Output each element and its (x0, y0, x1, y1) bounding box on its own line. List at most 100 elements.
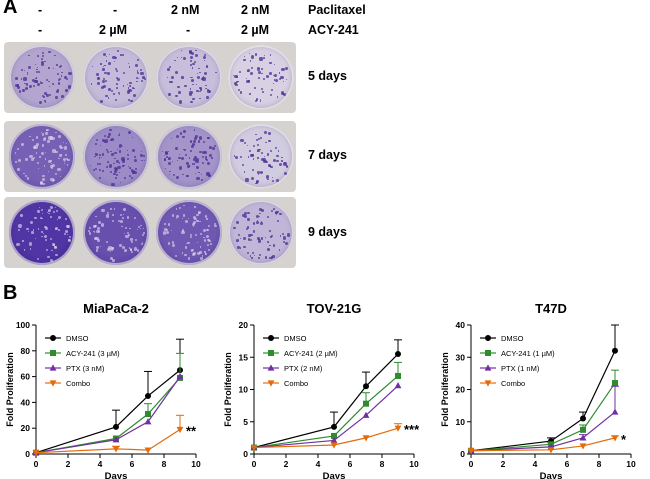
miapaca-2-chart: MiaPaCa-2 0 20 40 60 80 100 0 2 4 6 8 10 Days Fold Pro… (5, 301, 201, 479)
x-tick-label: 0 (252, 459, 257, 469)
significance-marker: *** (404, 422, 420, 437)
data-point (268, 350, 274, 356)
x-tick-label: 4 (98, 459, 103, 469)
x-tick-label: 6 (130, 459, 135, 469)
data-point (145, 392, 151, 399)
plate-row-7-days (4, 121, 296, 192)
day-label-7: 7 days (308, 148, 347, 162)
data-point (49, 364, 57, 371)
data-point (485, 350, 491, 356)
x-tick-label: 4 (533, 459, 538, 469)
acy-241-label: ACY-241 (308, 23, 359, 37)
data-point (484, 380, 492, 387)
x-tick-label: 8 (380, 459, 385, 469)
panel-a-letter: A (3, 0, 18, 18)
data-point (580, 415, 586, 422)
x-tick-label: 2 (284, 459, 289, 469)
x-tick-label: 4 (316, 459, 321, 469)
paclitaxel-cond-1: - (38, 3, 43, 17)
legend-label: Combo (284, 379, 308, 388)
y-tick-label: 10 (456, 417, 466, 427)
paclitaxel-cond-4: 2 nM (241, 3, 270, 17)
x-tick-label: 6 (565, 459, 570, 469)
data-point (50, 350, 56, 356)
series-line (253, 375, 399, 449)
x-tick-label: 8 (597, 459, 602, 469)
data-point (611, 435, 619, 442)
series-line (470, 350, 616, 452)
series-line (253, 353, 399, 449)
t47d-chart: T47D 0 10 20 30 40 0 2 4 6 8 10 Days Fold Proliferati… (440, 301, 636, 479)
data-point (331, 432, 337, 439)
data-point (612, 380, 618, 387)
significance-marker: * (621, 432, 627, 447)
tov-21g-chart: TOV-21G 0 5 10 15 20 0 2 4 6 8 10 Days Fold Prolifera… (223, 301, 420, 479)
data-point (362, 411, 370, 418)
data-point (50, 335, 56, 341)
data-point (176, 373, 184, 380)
paclitaxel-label: Paclitaxel (308, 3, 366, 17)
y-tick-label: 5 (243, 417, 248, 427)
panel-b-letter: B (3, 282, 18, 304)
data-point (467, 448, 475, 455)
data-point (176, 426, 184, 434)
data-point (267, 380, 275, 387)
acy-cond-4: 2 µM (241, 23, 270, 37)
series-line (35, 369, 181, 454)
data-point (395, 351, 401, 358)
x-tick-label: 10 (409, 459, 419, 469)
data-point (250, 444, 258, 452)
y-tick-label: 40 (21, 397, 31, 407)
chart-title: T47D (535, 301, 567, 316)
legend-label: ACY-241 (2 µM) (284, 349, 338, 358)
culture-well (228, 200, 294, 265)
legend-label: ACY-241 (3 µM) (66, 349, 120, 358)
data-point (580, 426, 586, 433)
x-tick-label: 0 (34, 459, 39, 469)
significance-marker: ** (186, 423, 197, 438)
data-point (547, 447, 555, 454)
culture-well (9, 124, 75, 189)
series-line (35, 376, 181, 454)
data-point (112, 436, 120, 443)
culture-well (156, 124, 222, 189)
legend-label: Combo (66, 379, 90, 388)
data-point (330, 436, 338, 444)
legend-label: DMSO (501, 334, 524, 343)
data-point (579, 434, 587, 441)
paclitaxel-cond-2: - (113, 3, 118, 17)
culture-well (83, 45, 149, 110)
y-tick-label: 60 (21, 372, 31, 382)
x-tick-label: 2 (501, 459, 506, 469)
data-point (612, 347, 618, 354)
y-tick-label: 0 (243, 449, 248, 459)
y-axis-label: Fold Proliferation (440, 352, 450, 427)
acy-cond-1: - (38, 23, 43, 37)
day-label-5: 5 days (308, 69, 347, 83)
y-tick-label: 40 (456, 320, 466, 330)
data-point (395, 372, 401, 379)
data-point (363, 383, 369, 390)
y-tick-label: 80 (21, 346, 31, 356)
legend-label: ACY-241 (1 µM) (501, 349, 555, 358)
y-tick-label: 0 (25, 449, 30, 459)
culture-well (83, 200, 149, 265)
legend-label: Combo (501, 379, 525, 388)
culture-well (156, 200, 222, 265)
data-point (145, 411, 151, 418)
legend-label: PTX (1 nM) (501, 364, 540, 373)
y-tick-label: 30 (456, 352, 466, 362)
culture-well (156, 45, 222, 110)
y-tick-label: 15 (239, 352, 249, 362)
data-point (394, 382, 402, 389)
y-tick-label: 10 (239, 385, 249, 395)
y-tick-label: 20 (21, 423, 31, 433)
data-point (484, 364, 492, 371)
y-tick-label: 0 (460, 449, 465, 459)
data-point (330, 442, 338, 449)
x-tick-label: 8 (162, 459, 167, 469)
data-point (267, 364, 275, 371)
data-point (331, 423, 337, 430)
x-axis-label: Days (323, 471, 346, 479)
data-point (49, 380, 57, 387)
